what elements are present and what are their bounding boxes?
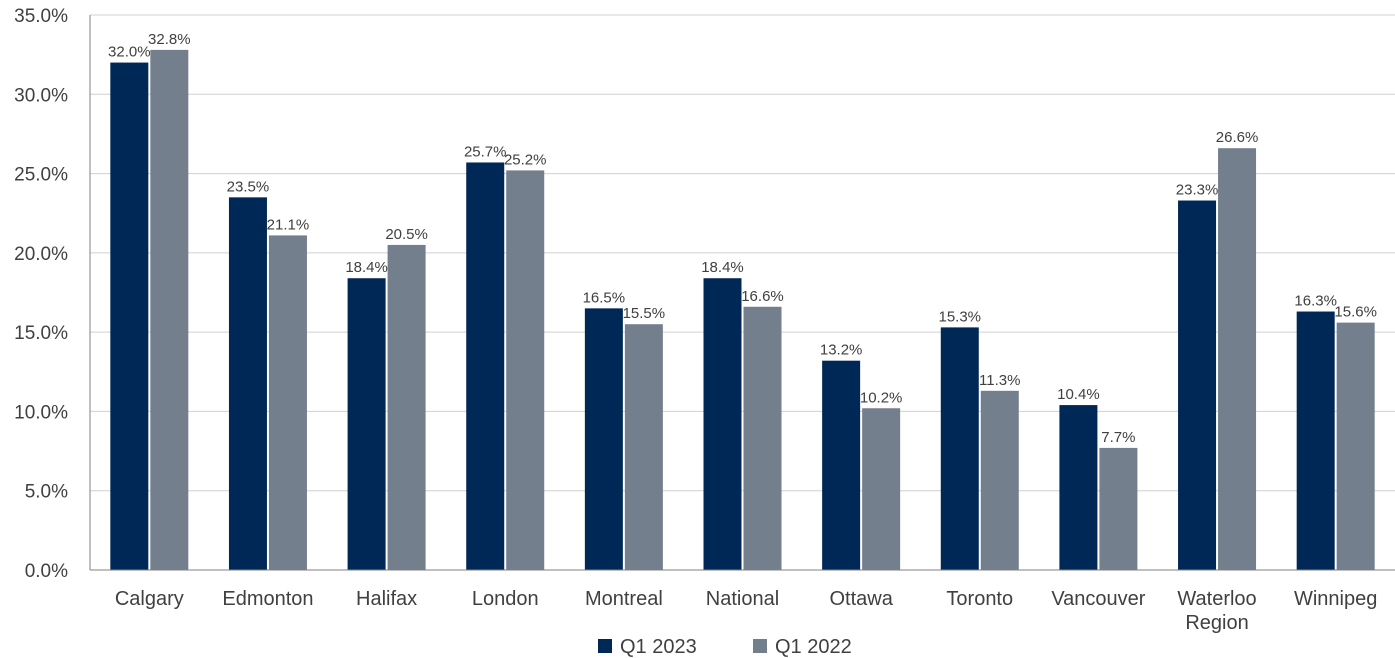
bars bbox=[110, 49, 1375, 570]
y-tick-label: 20.0% bbox=[14, 244, 68, 265]
data-label: 16.5% bbox=[583, 289, 626, 306]
data-label: 18.4% bbox=[701, 259, 744, 276]
x-tick-label: Montreal bbox=[585, 588, 663, 610]
data-label: 16.6% bbox=[741, 288, 784, 305]
bar-q1-2022 bbox=[1099, 447, 1138, 570]
bar-q1-2023 bbox=[466, 162, 505, 570]
y-tick-label: 35.0% bbox=[14, 6, 68, 27]
bar-q1-2023 bbox=[228, 197, 267, 570]
bar-q1-2023 bbox=[1296, 311, 1335, 570]
data-label: 18.4% bbox=[345, 259, 388, 276]
data-label: 15.6% bbox=[1334, 304, 1377, 321]
bar-q1-2023 bbox=[584, 308, 623, 570]
x-tick-label: Ottawa bbox=[829, 588, 893, 610]
data-label: 16.3% bbox=[1294, 293, 1337, 310]
bar-q1-2023 bbox=[347, 278, 386, 570]
bar-q1-2022 bbox=[980, 390, 1019, 570]
data-label: 32.0% bbox=[108, 44, 151, 61]
legend: Q1 2023 Q1 2022 bbox=[598, 636, 852, 658]
x-tick-label: London bbox=[472, 588, 539, 610]
bar-q1-2023 bbox=[1059, 405, 1098, 570]
x-axis: Calgary Edmonton Halifax London Montreal Nati… bbox=[90, 569, 1395, 634]
bar-q1-2023 bbox=[703, 278, 742, 570]
legend-label: Q1 2022 bbox=[775, 636, 852, 658]
bar-q1-2022 bbox=[1218, 148, 1257, 570]
data-label: 10.4% bbox=[1057, 386, 1100, 403]
x-tick-label: Winnipeg bbox=[1294, 588, 1377, 610]
legend-label: Q1 2023 bbox=[620, 636, 697, 658]
x-tick-label: National bbox=[706, 588, 779, 610]
x-tick-label: Toronto bbox=[946, 588, 1013, 610]
data-label: 25.7% bbox=[464, 143, 507, 160]
bar-q1-2023 bbox=[822, 360, 861, 570]
data-label: 23.5% bbox=[227, 178, 270, 195]
bar-q1-2022 bbox=[862, 408, 901, 570]
bar-q1-2022 bbox=[268, 235, 307, 570]
data-label: 21.1% bbox=[267, 216, 310, 233]
x-tick-label: Edmonton bbox=[222, 588, 313, 610]
data-label: 10.2% bbox=[860, 389, 903, 406]
legend-swatch bbox=[753, 639, 767, 653]
y-axis: 0.0% 5.0% 10.0% 15.0% 20.0% 25.0% 30.0% 35.0% bbox=[14, 6, 91, 582]
bar-q1-2022 bbox=[624, 324, 663, 570]
x-tick-label: Calgary bbox=[115, 588, 184, 610]
x-tick-label: Vancouver bbox=[1051, 588, 1145, 610]
data-label: 23.3% bbox=[1176, 182, 1219, 199]
y-tick-label: 25.0% bbox=[14, 165, 68, 186]
bar-q1-2022 bbox=[506, 170, 545, 570]
y-tick-label: 30.0% bbox=[14, 85, 68, 106]
y-tick-label: 0.0% bbox=[25, 561, 68, 582]
bar-q1-2023 bbox=[1178, 200, 1217, 570]
data-label: 13.2% bbox=[820, 342, 863, 359]
x-tick-label: Halifax bbox=[356, 588, 417, 610]
data-label: 15.5% bbox=[623, 305, 666, 322]
data-label: 32.8% bbox=[148, 31, 191, 48]
bar-q1-2022 bbox=[150, 49, 189, 570]
y-tick-label: 5.0% bbox=[25, 482, 68, 503]
bar-q1-2023 bbox=[110, 62, 149, 570]
data-label: 20.5% bbox=[385, 226, 428, 243]
data-label: 11.3% bbox=[979, 372, 1020, 389]
bar-q1-2022 bbox=[743, 306, 782, 570]
bar-q1-2022 bbox=[387, 244, 426, 570]
gridlines bbox=[90, 14, 1395, 571]
legend-swatch bbox=[598, 639, 612, 653]
y-tick-label: 10.0% bbox=[14, 402, 68, 423]
data-labels: 32.0%32.8% 23.5% 21.1% 18.4% 20.5% 25.7%25.2%… bbox=[108, 31, 1377, 446]
data-label: 26.6% bbox=[1216, 129, 1259, 146]
bar-q1-2022 bbox=[1336, 322, 1375, 570]
data-label: 25.2% bbox=[504, 151, 547, 168]
x-tick-label: Waterloo Region bbox=[1177, 588, 1256, 634]
y-tick-label: 15.0% bbox=[14, 323, 68, 344]
data-label: 7.7% bbox=[1101, 429, 1135, 446]
data-label: 15.3% bbox=[938, 308, 981, 325]
bar-q1-2023 bbox=[940, 327, 979, 570]
